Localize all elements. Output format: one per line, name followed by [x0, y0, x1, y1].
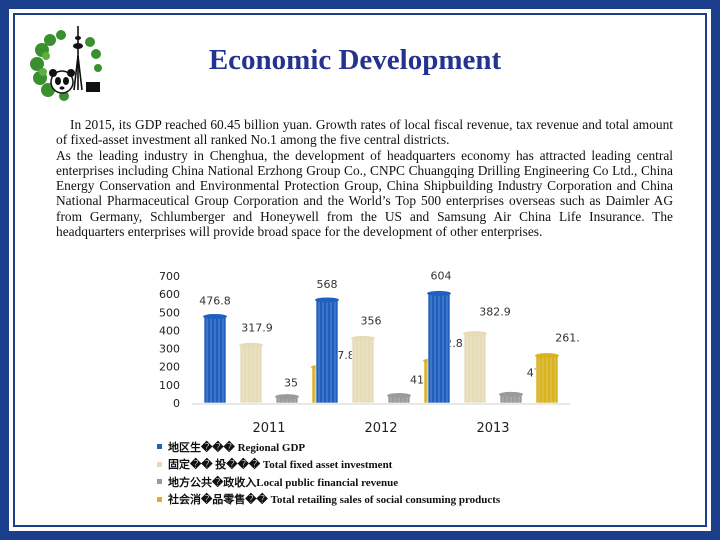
x-category-label: 2012 — [364, 421, 397, 436]
data-label: 261.2 — [555, 332, 580, 345]
bar-cap — [275, 394, 299, 400]
body-paragraph-gdp: In 2015, its GDP reached 60.45 billion y… — [56, 117, 673, 148]
y-tick-label: 200 — [159, 361, 180, 374]
data-label: 35 — [284, 377, 298, 390]
data-label: 568 — [317, 278, 338, 291]
data-label: 382.9 — [479, 306, 511, 319]
panda-tower-logo-icon — [30, 26, 102, 101]
legend-swatch — [157, 496, 162, 502]
bar-cap — [427, 290, 451, 296]
bar-cap — [239, 342, 263, 348]
y-tick-label: 0 — [173, 397, 180, 410]
legend-swatch — [157, 444, 162, 450]
legend-item: 地方公共�政收入Local public financial revenue — [157, 473, 577, 491]
legend-label: 地区生��� Regional GDP — [168, 441, 306, 454]
x-category-label: 2013 — [476, 421, 509, 436]
y-tick-label: 300 — [159, 343, 180, 356]
y-tick-label: 500 — [159, 306, 180, 319]
bar-cap — [351, 335, 375, 341]
data-label: 41 — [410, 374, 424, 387]
data-label: 317.9 — [241, 321, 273, 334]
legend-label: 地方公共�政收入Local public financial revenue — [168, 476, 399, 489]
chart-legend: 地区生��� Regional GDP 固定�� 投��� Total fixed… — [157, 438, 577, 508]
data-label: 476.8 — [199, 294, 231, 307]
bar-cap — [203, 313, 227, 319]
y-tick-label: 700 — [159, 270, 180, 283]
y-tick-label: 400 — [159, 324, 180, 337]
legend-label: 社会消�品零售�� Total retailing sales of socia… — [168, 494, 501, 507]
legend-item: 固定�� 投��� Total fixed asset investment — [157, 456, 577, 474]
body-paragraph-headquarters: As the leading industry in Chenghua, the… — [56, 147, 673, 240]
bar-chart: 0100200300400500600700476.8317.935197.82… — [159, 269, 580, 436]
bar-cap — [315, 297, 339, 303]
y-tick-label: 600 — [159, 288, 180, 301]
legend-swatch — [157, 461, 162, 467]
data-label: 356 — [361, 314, 382, 327]
bar-cap — [463, 331, 487, 337]
slide-inner-border — [13, 13, 707, 527]
body-text: In 2015, its GDP reached 60.45 billion y… — [56, 117, 673, 239]
legend-swatch — [157, 479, 162, 485]
bar-cap — [535, 353, 559, 359]
legend-item: 社会消�品零售�� Total retailing sales of socia… — [157, 491, 577, 509]
bar-cap — [387, 393, 411, 399]
bar-cap — [499, 391, 523, 397]
legend-label: 固定�� 投��� Total fixed asset investment — [168, 459, 393, 472]
y-tick-label: 100 — [159, 379, 180, 392]
legend-item: 地区生��� Regional GDP — [157, 438, 577, 456]
page-title: Economic Development — [208, 44, 502, 76]
x-category-label: 2011 — [252, 421, 285, 436]
data-label: 604 — [431, 269, 452, 282]
